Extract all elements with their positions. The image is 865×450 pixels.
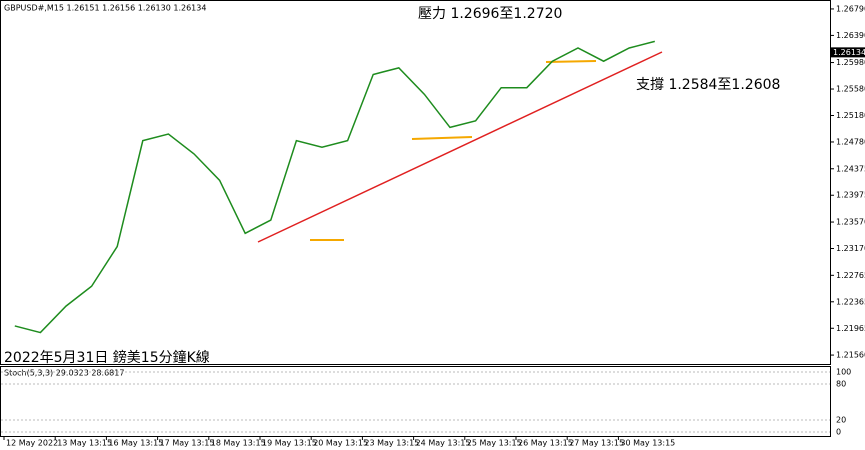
x-tick-label: 17 May 13:15 [160, 439, 215, 448]
x-tick-label: 19 May 13:15 [262, 439, 317, 448]
x-tick-label: 13 May 13:15 [57, 439, 112, 448]
price-tag-label: 1.26134 [833, 48, 865, 57]
y-tick-label: 1.21965 [836, 324, 865, 333]
x-tick-label: 26 May 13:15 [518, 439, 573, 448]
x-tick-label: 20 May 13:15 [313, 439, 368, 448]
trend-line [257, 51, 663, 243]
y-tick-label: 1.26790 [836, 4, 865, 13]
header: GBPUSD#,M15 1.26151 1.26156 1.26130 1.26… [4, 4, 206, 13]
x-tick-label: 16 May 13:15 [108, 439, 163, 448]
stoch-tick-label: 80 [836, 380, 846, 389]
y-tick-label: 1.25980 [836, 58, 865, 67]
main-frame [0, 0, 831, 365]
x-tick-label: 25 May 13:15 [467, 439, 522, 448]
price-line [14, 40, 655, 334]
support-zone [545, 60, 597, 63]
support-zone [411, 136, 473, 140]
stoch-frame [0, 366, 831, 437]
y-tick-label: 1.22365 [836, 297, 865, 306]
y-tick-label: 1.25180 [836, 111, 865, 120]
y-tick-label: 1.21560 [836, 351, 865, 360]
support-note: 支撐 1.2584至1.2608 [636, 77, 780, 93]
x-tick-label: 27 May 13:15 [569, 439, 624, 448]
stoch-tick-label: 0 [836, 428, 841, 437]
y-tick-label: 1.23975 [836, 191, 865, 200]
y-tick-label: 1.23170 [836, 244, 865, 253]
y-tick-label: 1.24375 [836, 164, 865, 173]
price-tag [831, 47, 865, 58]
y-tick-label: 1.23570 [836, 218, 865, 227]
y-tick-label: 1.24780 [836, 137, 865, 146]
x-tick-label: 18 May 13:15 [211, 439, 266, 448]
y-tick-label: 1.25580 [836, 85, 865, 94]
y-tick-label: 1.26390 [836, 31, 865, 40]
x-tick-label: 12 May 2022 [6, 439, 58, 448]
stoch-tick-label: 100 [836, 368, 851, 377]
x-tick-label: 24 May 13:15 [416, 439, 471, 448]
stoch-title: Stoch(5,3,3) 29.0323 28.6817 [4, 369, 124, 378]
x-tick-label: 30 May 13:15 [620, 439, 675, 448]
caption: 2022年5月31日 鎊美15分鐘K線 [4, 349, 210, 366]
y-tick-label: 1.22765 [836, 271, 865, 280]
x-tick-label: 23 May 13:15 [364, 439, 419, 448]
stoch-tick-label: 20 [836, 416, 846, 425]
resistance-note: 壓力 1.2696至1.2720 [418, 6, 562, 22]
